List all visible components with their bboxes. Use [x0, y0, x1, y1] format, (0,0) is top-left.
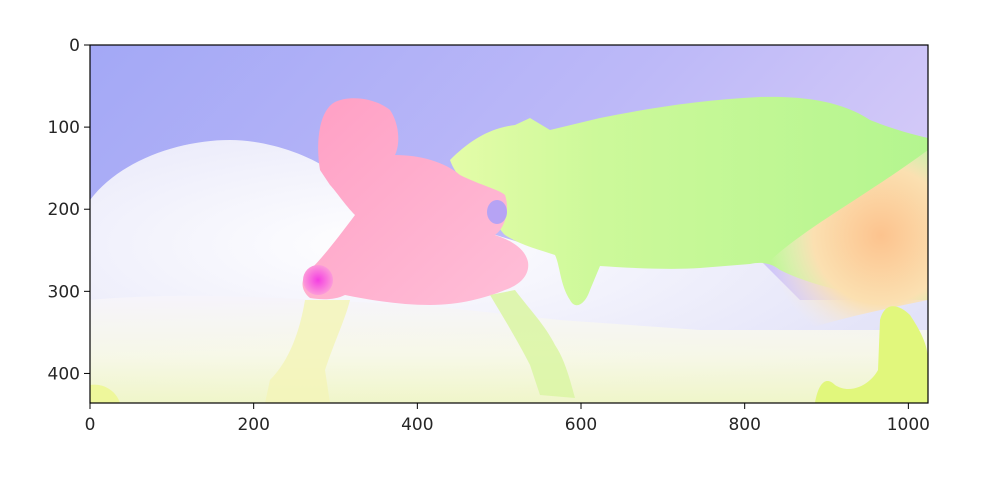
x-tick-label: 400 — [401, 415, 433, 435]
girl-leg-left — [265, 300, 350, 403]
flow-image — [90, 45, 928, 403]
x-tick-label: 800 — [728, 415, 760, 435]
girl-knee — [303, 265, 333, 295]
y-tick-label: 200 — [48, 200, 80, 220]
dog-tail-region — [739, 150, 928, 341]
axes-frame — [89, 44, 929, 404]
dog-ear — [487, 200, 507, 224]
x-tick-label: 1000 — [887, 415, 930, 435]
x-axis: 0 200 400 600 800 1000 — [85, 403, 930, 435]
y-axis: 0 100 200 300 400 — [48, 36, 90, 384]
y-tick-label: 0 — [69, 36, 80, 56]
girl-leg-right — [490, 290, 575, 398]
x-tick-label: 0 — [85, 415, 96, 435]
x-tick-label: 200 — [237, 415, 269, 435]
girl-region — [302, 98, 529, 305]
y-tick-label: 400 — [48, 364, 80, 384]
y-tick-label: 300 — [48, 282, 80, 302]
x-tick-label: 600 — [565, 415, 597, 435]
y-tick-label: 100 — [48, 118, 80, 138]
right-bottom-region — [815, 306, 928, 403]
left-bottom-region — [90, 384, 120, 403]
